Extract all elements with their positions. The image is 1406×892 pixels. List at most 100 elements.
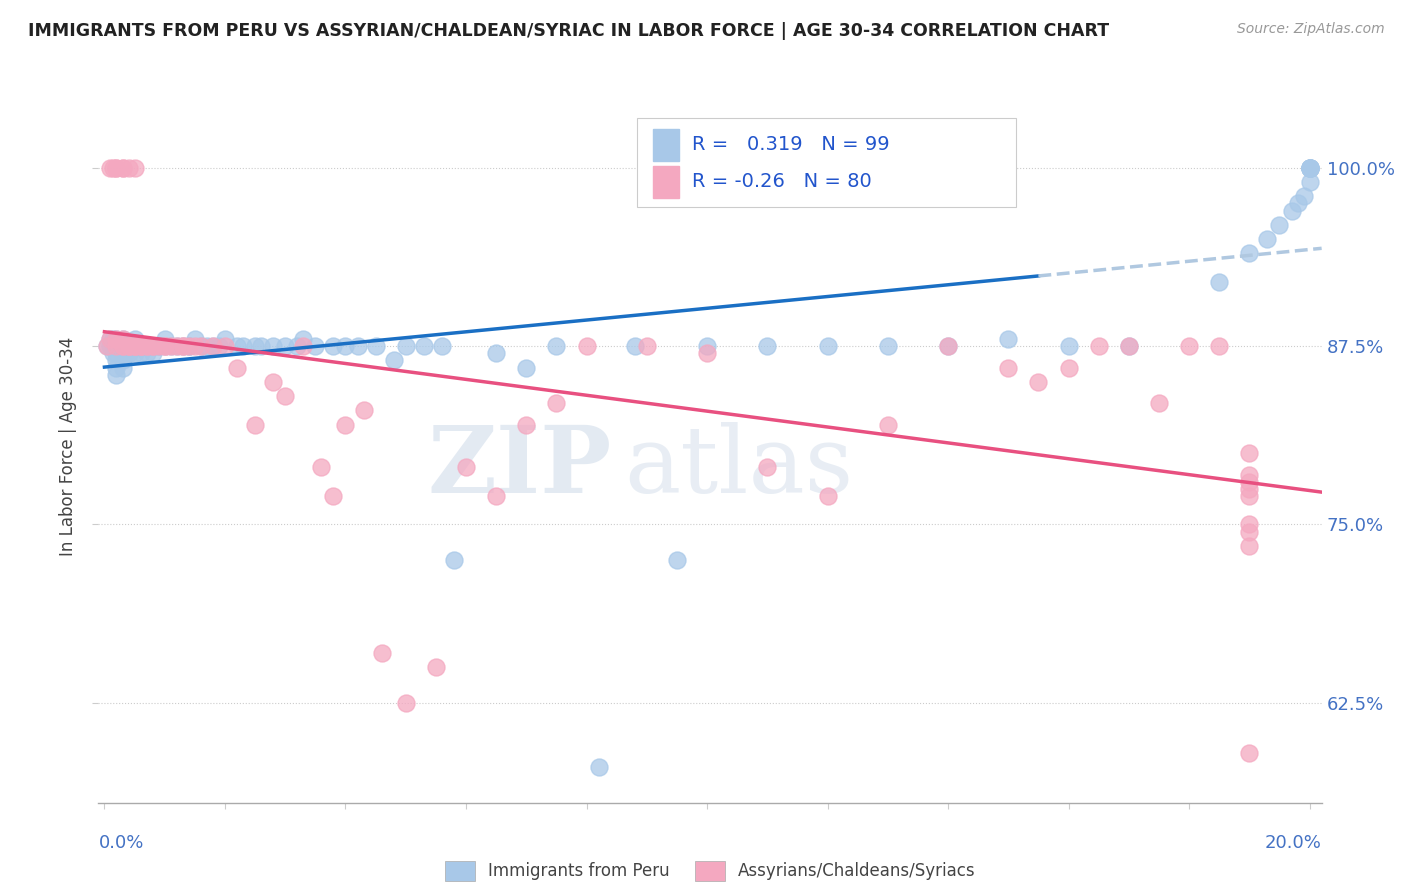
Point — [166, 339, 188, 353]
Point — [1239, 446, 1261, 460]
Point — [117, 339, 139, 353]
Point — [250, 339, 273, 353]
Text: R =   0.319   N = 99: R = 0.319 N = 99 — [692, 136, 890, 154]
Point — [105, 339, 128, 353]
Point — [124, 339, 146, 353]
Point — [243, 339, 266, 353]
Point — [135, 346, 157, 360]
Point — [105, 339, 128, 353]
Point — [124, 332, 146, 346]
Point — [111, 339, 134, 353]
Point — [96, 339, 118, 353]
Point — [214, 332, 236, 346]
Point — [177, 339, 200, 353]
Point — [105, 368, 128, 382]
Point — [214, 339, 236, 353]
Point — [105, 339, 128, 353]
Point — [124, 339, 146, 353]
Point — [1239, 475, 1261, 489]
Point — [274, 389, 297, 403]
Point — [997, 332, 1019, 346]
Point — [243, 417, 266, 432]
Point — [430, 339, 453, 353]
Point — [103, 332, 125, 346]
Point — [285, 339, 308, 353]
Point — [412, 339, 434, 353]
Point — [129, 339, 152, 353]
Point — [1239, 482, 1261, 496]
Point — [1147, 396, 1170, 410]
Point — [111, 339, 134, 353]
Y-axis label: In Labor Force | Age 30-34: In Labor Force | Age 30-34 — [59, 336, 77, 556]
Point — [1118, 339, 1140, 353]
Point — [184, 332, 207, 346]
Point — [454, 460, 477, 475]
Point — [105, 353, 128, 368]
Point — [1298, 161, 1320, 175]
Point — [1239, 539, 1261, 553]
Point — [105, 332, 128, 346]
Point — [876, 417, 898, 432]
Point — [142, 346, 165, 360]
Point — [696, 346, 718, 360]
Bar — [652, 166, 679, 198]
Point — [346, 339, 368, 353]
Point — [1208, 275, 1230, 289]
Point — [292, 332, 315, 346]
Point — [1239, 246, 1261, 260]
Point — [1208, 339, 1230, 353]
Point — [1057, 339, 1080, 353]
Point — [129, 339, 152, 353]
Point — [153, 339, 176, 353]
Point — [114, 339, 136, 353]
Point — [997, 360, 1019, 375]
Point — [232, 339, 254, 353]
Point — [322, 339, 344, 353]
Point — [1087, 339, 1109, 353]
Text: 0.0%: 0.0% — [98, 834, 143, 852]
Point — [335, 417, 357, 432]
Point — [129, 339, 152, 353]
Bar — [652, 128, 679, 161]
Point — [262, 339, 284, 353]
Point — [117, 346, 139, 360]
Point — [1028, 375, 1050, 389]
Point — [142, 339, 165, 353]
Point — [1286, 196, 1309, 211]
Point — [111, 346, 134, 360]
Point — [177, 339, 200, 353]
Point — [443, 553, 465, 567]
Text: IMMIGRANTS FROM PERU VS ASSYRIAN/CHALDEAN/SYRIAC IN LABOR FORCE | AGE 30-34 CORR: IMMIGRANTS FROM PERU VS ASSYRIAN/CHALDEA… — [28, 22, 1109, 40]
Point — [515, 417, 537, 432]
Point — [135, 339, 157, 353]
Point — [262, 375, 284, 389]
Point — [425, 660, 447, 674]
Point — [105, 360, 128, 375]
Point — [172, 339, 194, 353]
Point — [103, 161, 125, 175]
Point — [817, 339, 839, 353]
Point — [1298, 161, 1320, 175]
Point — [142, 339, 165, 353]
Point — [100, 339, 122, 353]
Point — [135, 339, 157, 353]
Point — [129, 339, 152, 353]
Point — [105, 346, 128, 360]
Point — [515, 360, 537, 375]
Point — [1298, 161, 1320, 175]
Point — [1178, 339, 1201, 353]
Point — [876, 339, 898, 353]
Point — [111, 332, 134, 346]
Point — [201, 339, 224, 353]
Point — [100, 161, 122, 175]
Point — [148, 339, 170, 353]
Point — [322, 489, 344, 503]
Point — [936, 339, 959, 353]
Point — [756, 339, 779, 353]
Point — [153, 339, 176, 353]
Point — [364, 339, 387, 353]
Point — [817, 489, 839, 503]
Point — [274, 339, 297, 353]
Point — [124, 346, 146, 360]
Point — [103, 346, 125, 360]
